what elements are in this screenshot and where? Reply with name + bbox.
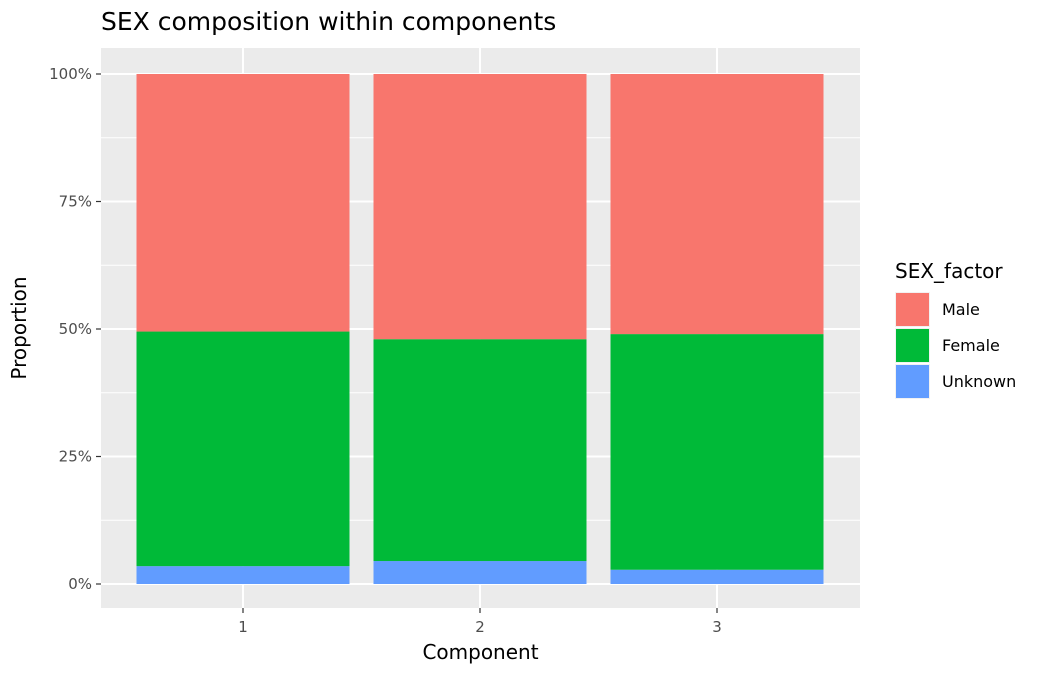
- x-tick-label: 1: [238, 618, 248, 636]
- legend-title: SEX_factor: [895, 259, 1003, 283]
- bar-segment-unknown-2: [373, 561, 587, 584]
- bar-segment-female-2: [373, 339, 587, 562]
- legend-key-female: [896, 329, 929, 362]
- y-tick-label: 50%: [59, 320, 92, 338]
- bars: [136, 74, 824, 584]
- y-tick-label: 25%: [59, 448, 92, 466]
- y-tick-label: 75%: [59, 193, 92, 211]
- legend-label-female: Female: [942, 336, 1000, 355]
- x-axis-title: Component: [422, 640, 538, 664]
- legend-key-unknown: [896, 365, 929, 398]
- chart-title: SEX composition within components: [101, 7, 556, 36]
- legend-key-male: [896, 293, 929, 326]
- y-axis-title: Proportion: [7, 276, 31, 379]
- legend-label-male: Male: [942, 300, 980, 319]
- bar-segment-male-3: [610, 74, 824, 335]
- y-axis-ticks: 0% 25% 50% 75% 100%: [49, 65, 101, 593]
- bar-segment-male-2: [373, 74, 587, 340]
- y-tick-label: 100%: [49, 65, 92, 83]
- bar-segment-female-1: [136, 331, 350, 567]
- legend: SEX_factor Male Female Unknown: [895, 259, 1016, 399]
- y-tick-label: 0%: [68, 575, 92, 593]
- bar-segment-male-1: [136, 74, 350, 332]
- x-tick-label: 3: [712, 618, 722, 636]
- x-axis-ticks: 1 2 3: [238, 608, 722, 636]
- bar-segment-unknown-3: [610, 569, 824, 584]
- x-tick-label: 2: [475, 618, 485, 636]
- bar-segment-female-3: [610, 334, 824, 570]
- bar-segment-unknown-1: [136, 566, 350, 584]
- legend-label-unknown: Unknown: [942, 372, 1016, 391]
